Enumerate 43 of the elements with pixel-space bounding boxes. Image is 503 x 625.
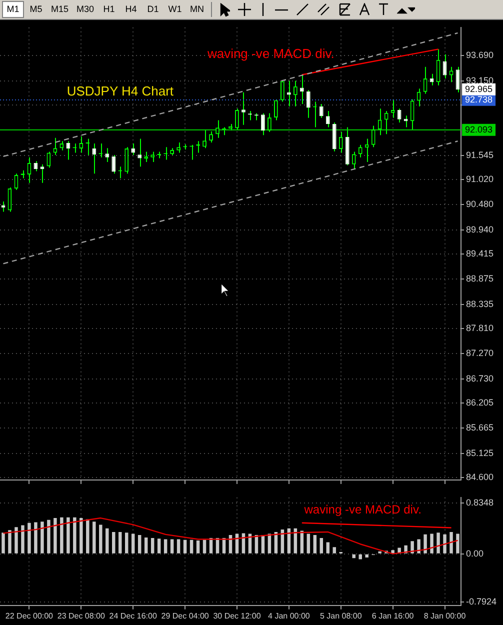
y-tick-label: 86.205 [466,398,494,408]
y-tick-label: 93.690 [466,50,494,60]
y-tick-label: 91.545 [466,150,494,160]
text: M15 [50,3,70,16]
ref-line-label: 92.738 [465,94,493,104]
text: M5 [28,3,44,16]
x-tick-label: 6 Jan 16:00 [372,611,414,620]
y-tick-label: 0.00 [466,548,484,558]
y-tick-label: 87.270 [466,348,494,358]
annotation: 92.965 [465,84,493,94]
y-tick-label: 93.150 [466,75,494,86]
x-tick-label: 30 Dec 12:00 [213,611,262,620]
x-tick-label: 23 Dec 08:00 [57,611,106,620]
x-tick-label: 22 Dec 00:00 [5,611,54,620]
ref-line-label: 92.093 [465,124,493,134]
annotation: waving -ve MACD div. [303,502,422,517]
text: H4 [124,3,138,16]
text: MN [189,3,206,16]
x-tick-label: 5 Jan 08:00 [320,611,362,620]
y-tick-label: 85.665 [466,422,494,433]
y-tick-label: 85.125 [466,448,494,458]
x-tick-label: 8 Jan 00:00 [424,611,466,620]
x-tick-label: 4 Jan 00:00 [268,611,310,620]
y-tick-label: 86.730 [466,373,494,384]
y-tick-label: 90.480 [466,199,494,210]
x-tick-label: 29 Dec 04:00 [161,611,210,620]
text: D1 [146,3,160,16]
text: W1 [167,3,183,16]
annotation: waving -ve MACD div. [206,46,334,62]
text: M30 [76,3,96,16]
y-tick-label: 91.020 [466,174,494,184]
text: H1 [102,3,116,16]
x-tick-label: 24 Dec 16:00 [109,611,158,620]
y-tick-label: -0.7924 [466,596,497,606]
y-tick-label: 0.8348 [466,498,494,508]
y-tick-label: 84.600 [466,472,494,482]
text: USDJPY H4 Chart [66,84,174,99]
y-tick-label: 88.875 [466,274,494,284]
y-tick-label: 87.810 [466,323,494,334]
text: M1 [2,1,24,18]
y-tick-label: 88.335 [466,298,494,309]
y-tick-label: 89.940 [466,224,494,234]
y-tick-label: 89.415 [466,248,494,259]
